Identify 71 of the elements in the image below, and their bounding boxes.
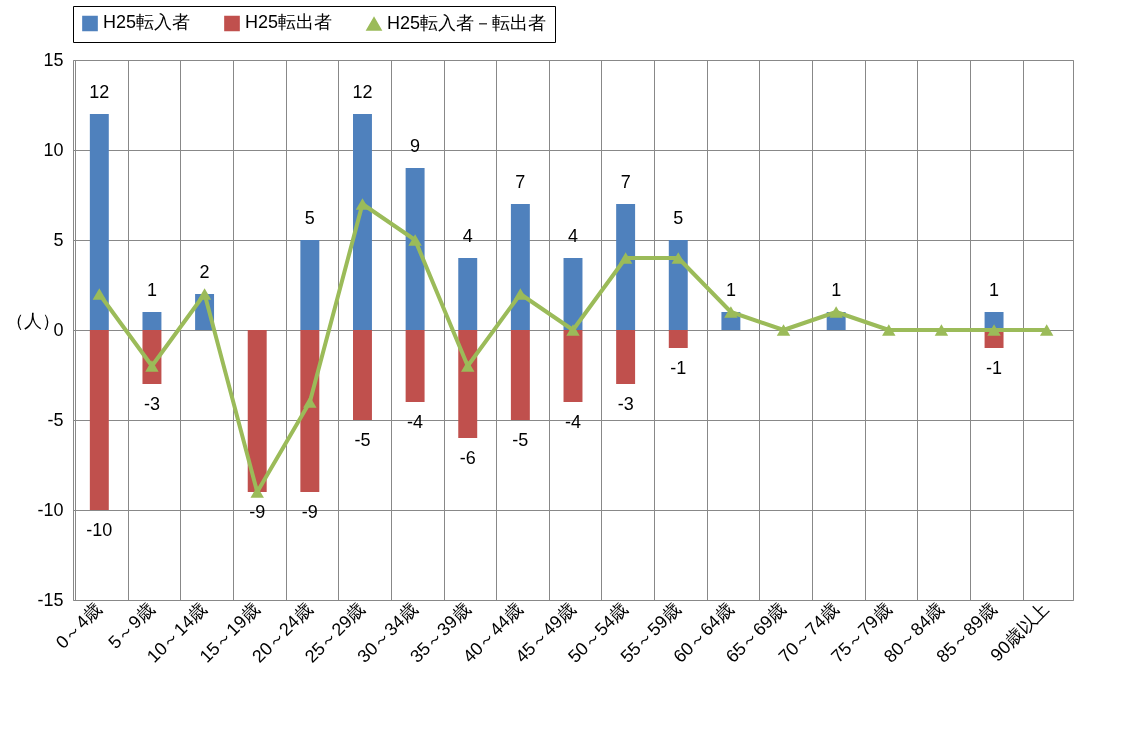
y-tick-label: 15 <box>43 49 64 70</box>
bar <box>300 330 320 492</box>
data-label: -1 <box>670 358 687 378</box>
bar <box>668 330 688 348</box>
point <box>461 360 475 372</box>
point <box>145 360 159 372</box>
data-label: -9 <box>249 502 266 522</box>
point <box>513 288 528 300</box>
point <box>671 252 685 264</box>
point <box>566 324 580 336</box>
point <box>1039 324 1054 336</box>
point <box>934 324 949 336</box>
y-tick-label: 5 <box>53 229 64 250</box>
data-label: 5 <box>673 208 684 228</box>
data-label: 4 <box>462 226 473 246</box>
bar <box>510 330 530 420</box>
data-label: -5 <box>512 430 529 450</box>
data-label: 1 <box>831 280 842 300</box>
data-label: 7 <box>620 172 631 192</box>
legend-label: H25転入者 <box>103 12 191 33</box>
data-label: 1 <box>146 280 157 300</box>
data-label: 5 <box>304 208 315 228</box>
y-tick-label: 10 <box>43 139 64 160</box>
data-label: 1 <box>989 280 1000 300</box>
y-tick-label: -5 <box>47 409 64 430</box>
data-label: 7 <box>515 172 526 192</box>
bar <box>89 330 109 510</box>
point <box>776 324 791 336</box>
legend-label: H25転入者－転出者 <box>387 12 547 33</box>
bar <box>300 240 320 330</box>
data-label: -5 <box>354 430 371 450</box>
bar <box>510 204 530 330</box>
point <box>618 252 633 264</box>
data-label: 4 <box>567 226 579 246</box>
data-label: 12 <box>89 82 110 102</box>
bar <box>89 114 109 330</box>
data-label: -9 <box>301 502 318 522</box>
data-label: -3 <box>143 394 160 414</box>
point <box>882 324 896 336</box>
bar <box>247 330 267 492</box>
point <box>987 324 1001 336</box>
point <box>408 234 422 246</box>
data-label: -10 <box>86 520 113 540</box>
point <box>197 288 212 300</box>
bar <box>405 330 425 402</box>
bar <box>458 258 478 330</box>
bar <box>563 330 583 402</box>
bar <box>616 330 636 384</box>
legend-label: H25転出者 <box>245 12 333 33</box>
data-label: 1 <box>725 280 736 300</box>
data-label: -4 <box>407 412 424 432</box>
y-tick-label: -15 <box>37 589 64 610</box>
data-label: -1 <box>986 358 1003 378</box>
point <box>355 198 370 210</box>
point <box>724 306 738 318</box>
bar <box>353 330 372 420</box>
bar <box>668 240 688 330</box>
data-label: -6 <box>459 448 476 468</box>
bar <box>405 168 425 330</box>
point <box>829 306 843 318</box>
data-label: -3 <box>617 394 634 414</box>
point <box>303 396 317 408</box>
y-tick-label: -10 <box>37 499 64 520</box>
data-label: 2 <box>199 262 210 282</box>
bar <box>616 204 636 330</box>
data-label: 12 <box>352 82 373 102</box>
bar <box>353 114 372 330</box>
data-label: -4 <box>564 412 582 432</box>
bar <box>142 312 162 330</box>
data-label: 9 <box>410 136 421 156</box>
point <box>92 288 107 300</box>
